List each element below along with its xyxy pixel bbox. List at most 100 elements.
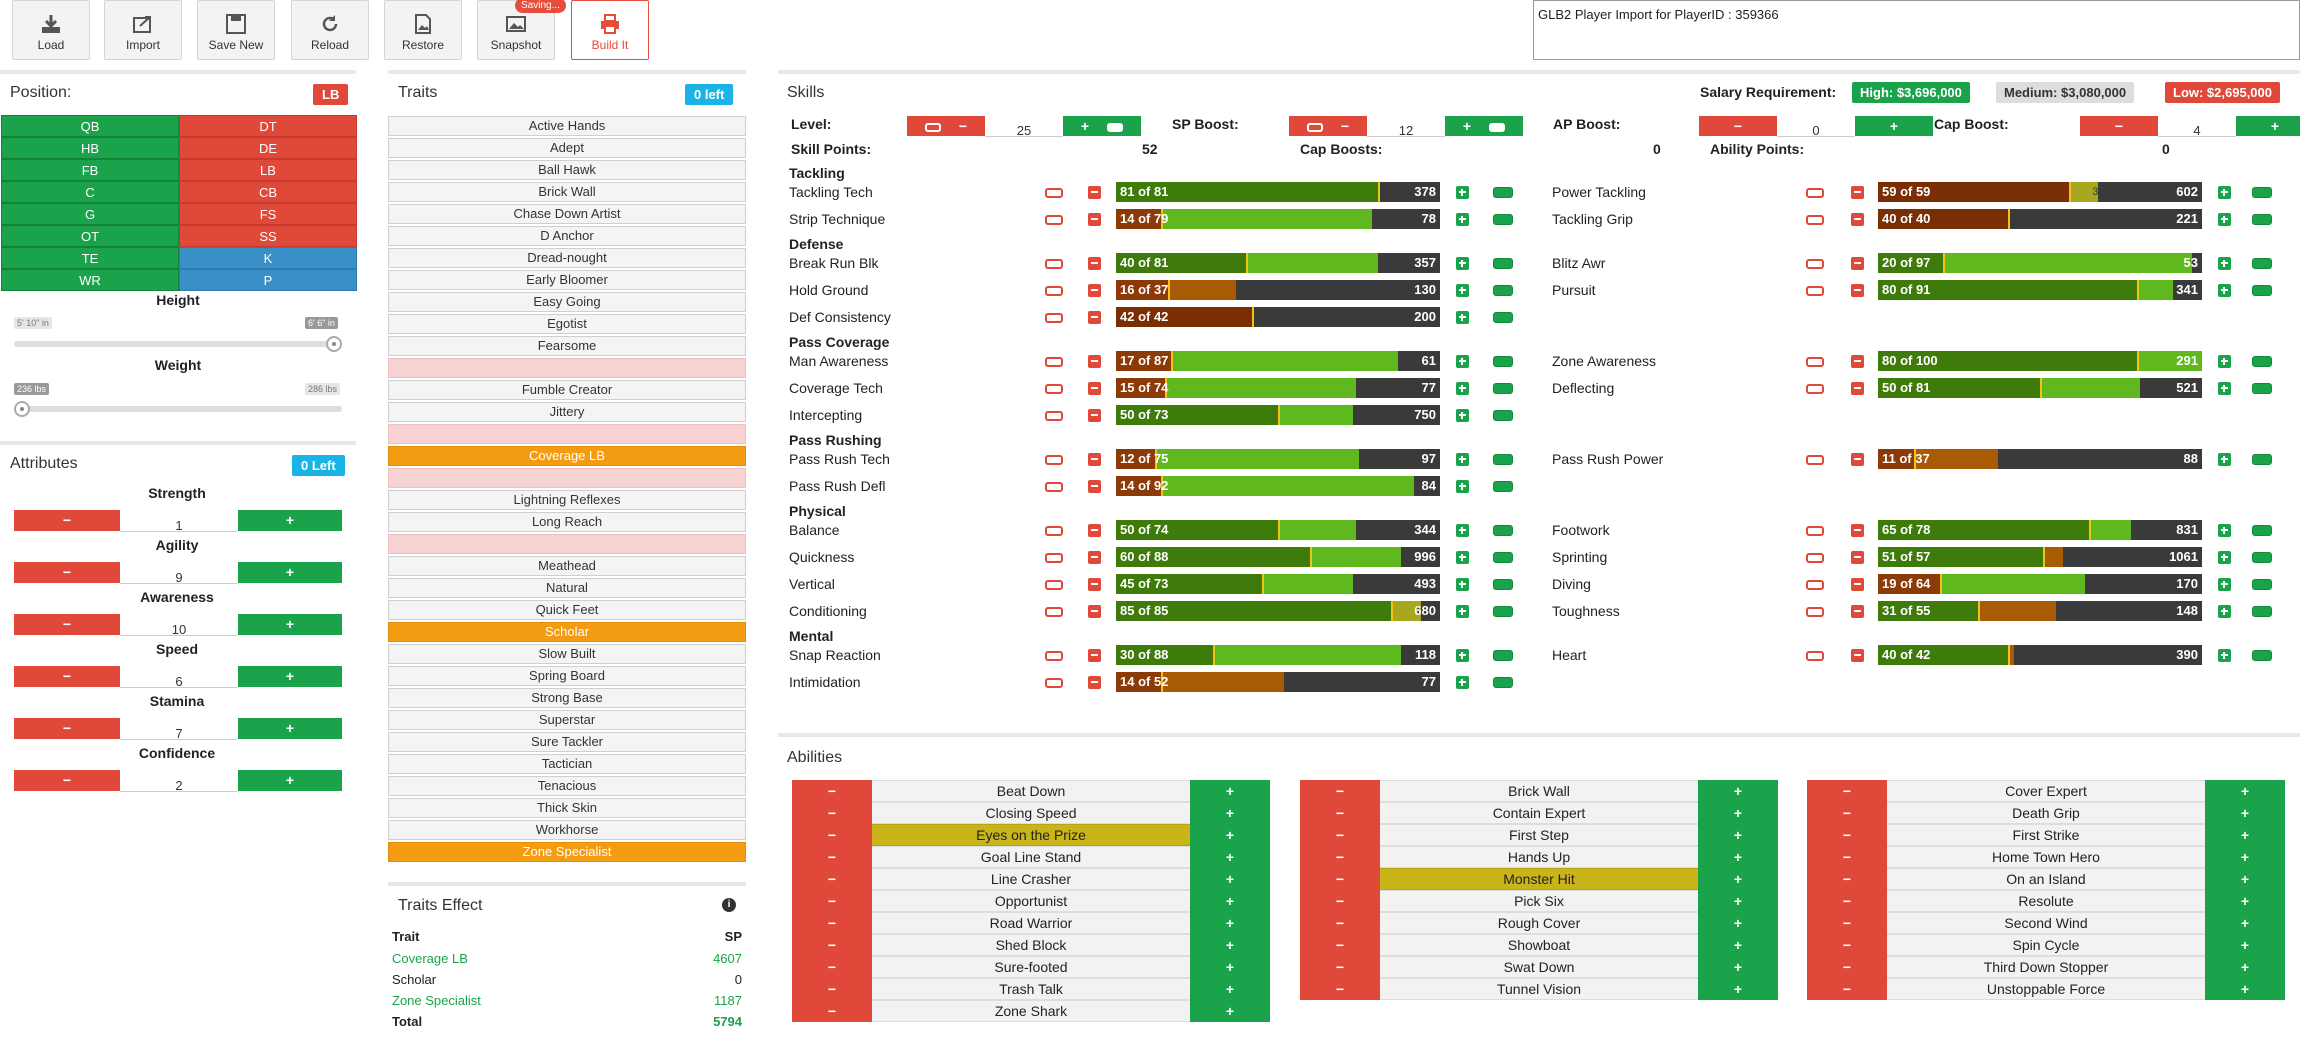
info-icon[interactable]: i: [722, 898, 736, 912]
position-dt-button[interactable]: DT: [179, 115, 357, 137]
skill-balance-min-icon[interactable]: [1045, 526, 1063, 536]
position-qb-button[interactable]: QB: [1, 115, 179, 137]
ap-boost-minus-button[interactable]: −: [1699, 116, 1777, 136]
cap-boost-value[interactable]: 4: [2158, 122, 2236, 138]
skill-pass-rush-defl-minus-icon[interactable]: [1088, 480, 1101, 493]
skill-zone-awareness-max-icon[interactable]: [2252, 356, 2272, 367]
attribute-awareness-value[interactable]: 10: [120, 621, 238, 637]
trait-blocked-14[interactable]: [388, 424, 746, 444]
skill-man-awareness-min-icon[interactable]: [1045, 357, 1063, 367]
skill-coverage-tech-min-icon[interactable]: [1045, 384, 1063, 394]
attribute-strength-minus-button[interactable]: −: [14, 510, 120, 531]
skill-diving-max-icon[interactable]: [2252, 579, 2272, 590]
skill-pursuit-plus-icon[interactable]: [2218, 284, 2231, 297]
skill-sprinting-min-icon[interactable]: [1806, 553, 1824, 563]
sp-boost-value[interactable]: 12: [1367, 122, 1445, 138]
ability-spin-cycle-plus-button[interactable]: +: [2205, 934, 2285, 956]
skill-intimidation-plus-icon[interactable]: [1456, 676, 1469, 689]
skill-pass-rush-defl-min-icon[interactable]: [1045, 482, 1063, 492]
skill-snap-reaction-max-icon[interactable]: [1493, 650, 1513, 661]
skill-break-run-blk-plus-icon[interactable]: [1456, 257, 1469, 270]
attribute-confidence-value[interactable]: 2: [120, 777, 238, 793]
ability-sure-footed-plus-button[interactable]: +: [1190, 956, 1270, 978]
ability-opportunist-plus-button[interactable]: +: [1190, 890, 1270, 912]
ability-closing-speed-plus-button[interactable]: +: [1190, 802, 1270, 824]
trait-egotist[interactable]: Egotist: [388, 314, 746, 334]
skill-break-run-blk-min-icon[interactable]: [1045, 259, 1063, 269]
attribute-awareness-plus-button[interactable]: +: [238, 614, 342, 635]
skill-pass-rush-tech-plus-icon[interactable]: [1456, 453, 1469, 466]
skill-def-consistency-minus-icon[interactable]: [1088, 311, 1101, 324]
sp-boost-minus-button[interactable]: −: [1289, 116, 1367, 136]
ability-second-wind-plus-button[interactable]: +: [2205, 912, 2285, 934]
ability-on-an-island-plus-button[interactable]: +: [2205, 868, 2285, 890]
trait-coverage-lb[interactable]: Coverage LB: [388, 446, 746, 466]
trait-lightning-reflexes[interactable]: Lightning Reflexes: [388, 490, 746, 510]
skill-def-consistency-min-icon[interactable]: [1045, 313, 1063, 323]
skill-sprinting-minus-icon[interactable]: [1851, 551, 1864, 564]
attribute-strength-plus-button[interactable]: +: [238, 510, 342, 531]
load-button[interactable]: Load: [12, 0, 90, 60]
skill-hold-ground-plus-icon[interactable]: [1456, 284, 1469, 297]
ability-sure-footed-minus-button[interactable]: −: [792, 956, 872, 978]
skill-pass-rush-tech-max-icon[interactable]: [1493, 454, 1513, 465]
attribute-strength-value[interactable]: 1: [120, 517, 238, 533]
skill-footwork-minus-icon[interactable]: [1851, 524, 1864, 537]
trait-workhorse[interactable]: Workhorse: [388, 820, 746, 840]
skill-heart-plus-icon[interactable]: [2218, 649, 2231, 662]
skill-footwork-min-icon[interactable]: [1806, 526, 1824, 536]
skill-vertical-minus-icon[interactable]: [1088, 578, 1101, 591]
trait-thick-skin[interactable]: Thick Skin: [388, 798, 746, 818]
position-k-button[interactable]: K: [179, 247, 357, 269]
skill-def-consistency-max-icon[interactable]: [1493, 312, 1513, 323]
skill-snap-reaction-min-icon[interactable]: [1045, 651, 1063, 661]
position-g-button[interactable]: G: [1, 203, 179, 225]
skill-deflecting-min-icon[interactable]: [1806, 384, 1824, 394]
save-new-button[interactable]: Save New: [197, 0, 275, 60]
ability-monster-hit-minus-button[interactable]: −: [1300, 868, 1380, 890]
ability-showboat-plus-button[interactable]: +: [1698, 934, 1778, 956]
skill-blitz-awr-max-icon[interactable]: [2252, 258, 2272, 269]
ap-boost-value[interactable]: 0: [1777, 122, 1855, 138]
attribute-confidence-minus-button[interactable]: −: [14, 770, 120, 791]
ability-death-grip-plus-button[interactable]: +: [2205, 802, 2285, 824]
skill-toughness-min-icon[interactable]: [1806, 607, 1824, 617]
ability-goal-line-stand-minus-button[interactable]: −: [792, 846, 872, 868]
skill-intercepting-max-icon[interactable]: [1493, 410, 1513, 421]
skill-balance-minus-icon[interactable]: [1088, 524, 1101, 537]
skill-quickness-min-icon[interactable]: [1045, 553, 1063, 563]
skill-pass-rush-power-max-icon[interactable]: [2252, 454, 2272, 465]
skill-snap-reaction-minus-icon[interactable]: [1088, 649, 1101, 662]
skill-pass-rush-tech-minus-icon[interactable]: [1088, 453, 1101, 466]
ability-contain-expert-plus-button[interactable]: +: [1698, 802, 1778, 824]
position-p-button[interactable]: P: [179, 269, 357, 291]
skill-def-consistency-plus-icon[interactable]: [1456, 311, 1469, 324]
skill-coverage-tech-minus-icon[interactable]: [1088, 382, 1101, 395]
skill-strip-technique-plus-icon[interactable]: [1456, 213, 1469, 226]
ability-swat-down-plus-button[interactable]: +: [1698, 956, 1778, 978]
skill-zone-awareness-minus-icon[interactable]: [1851, 355, 1864, 368]
skill-strip-technique-max-icon[interactable]: [1493, 214, 1513, 225]
ability-tunnel-vision-minus-button[interactable]: −: [1300, 978, 1380, 1000]
skill-blitz-awr-min-icon[interactable]: [1806, 259, 1824, 269]
ability-opportunist-minus-button[interactable]: −: [792, 890, 872, 912]
ability-cover-expert-minus-button[interactable]: −: [1807, 780, 1887, 802]
skill-heart-min-icon[interactable]: [1806, 651, 1824, 661]
import-button[interactable]: Import: [104, 0, 182, 60]
ability-monster-hit-plus-button[interactable]: +: [1698, 868, 1778, 890]
trait-easy-going[interactable]: Easy Going: [388, 292, 746, 312]
ability-unstoppable-force-minus-button[interactable]: −: [1807, 978, 1887, 1000]
skill-deflecting-max-icon[interactable]: [2252, 383, 2272, 394]
trait-superstar[interactable]: Superstar: [388, 710, 746, 730]
trait-dread-nought[interactable]: Dread-nought: [388, 248, 746, 268]
skill-balance-max-icon[interactable]: [1493, 525, 1513, 536]
skill-conditioning-plus-icon[interactable]: [1456, 605, 1469, 618]
skill-man-awareness-minus-icon[interactable]: [1088, 355, 1101, 368]
height-slider-handle[interactable]: [326, 336, 342, 352]
trait-early-bloomer[interactable]: Early Bloomer: [388, 270, 746, 290]
skill-hold-ground-minus-icon[interactable]: [1088, 284, 1101, 297]
height-slider[interactable]: [14, 341, 342, 347]
position-hb-button[interactable]: HB: [1, 137, 179, 159]
attribute-agility-plus-button[interactable]: +: [238, 562, 342, 583]
attribute-speed-value[interactable]: 6: [120, 673, 238, 689]
